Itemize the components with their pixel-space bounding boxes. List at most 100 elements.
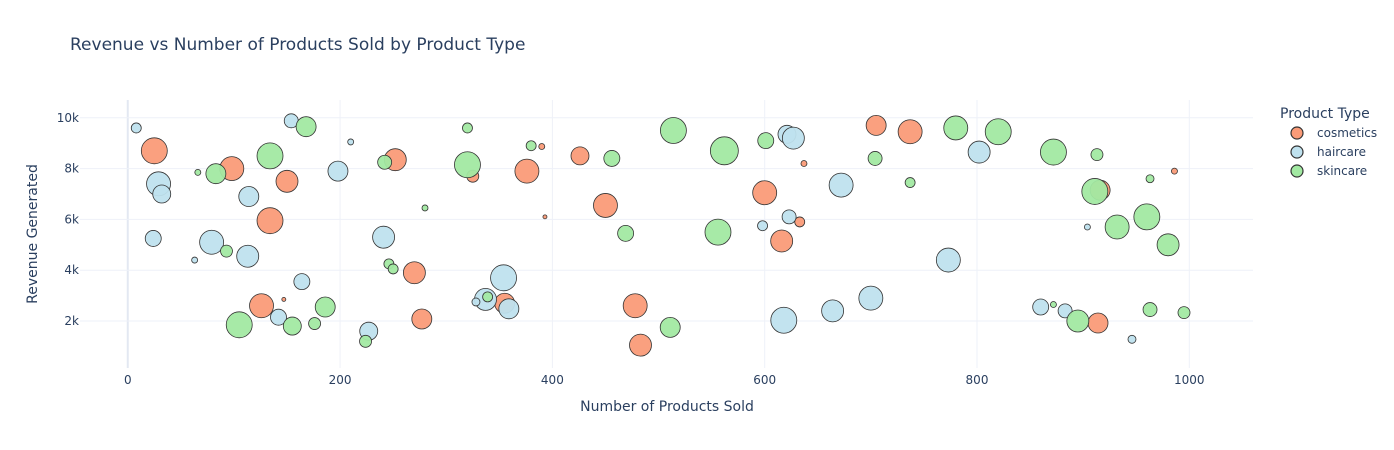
data-point[interactable] [1040,138,1067,166]
data-point[interactable] [194,168,202,176]
legend-item-haircare[interactable]: haircare [1290,145,1366,159]
data-point[interactable] [525,140,537,152]
data-point[interactable] [1066,309,1090,333]
data-point[interactable] [1127,334,1137,344]
data-point[interactable] [1050,301,1057,308]
data-point[interactable] [752,180,778,206]
data-point[interactable] [538,143,546,150]
data-point[interactable] [570,146,590,166]
data-point[interactable] [1090,148,1104,162]
data-point[interactable] [471,297,481,307]
data-point[interactable] [1133,203,1161,231]
data-point[interactable] [770,306,798,334]
data-point[interactable] [542,214,548,220]
data-point[interactable] [144,230,162,247]
y-tick-label: 8k [64,162,79,176]
data-point[interactable] [238,186,260,207]
data-point[interactable] [709,136,739,166]
data-point[interactable] [781,126,805,150]
data-point[interactable] [205,163,227,185]
data-point[interactable] [622,293,648,319]
data-point[interactable] [828,172,854,198]
data-point[interactable] [897,119,923,145]
data-point[interactable] [704,218,732,246]
data-point[interactable] [421,204,429,212]
data-point[interactable] [359,334,372,348]
data-point[interactable] [1171,167,1178,175]
data-point[interactable] [781,209,797,225]
data-point[interactable] [411,308,433,330]
data-point[interactable] [967,140,991,164]
data-point[interactable] [1081,178,1109,205]
data-point[interactable] [867,151,883,166]
y-axis-title: Revenue Generated [25,164,41,304]
data-point[interactable] [314,296,336,318]
data-point[interactable] [943,115,969,141]
data-point[interactable] [904,177,916,188]
data-point[interactable] [1177,306,1191,320]
data-point[interactable] [1032,298,1050,316]
data-point[interactable] [308,317,322,330]
legend-item-skincare[interactable]: skincare [1290,164,1367,178]
y-tick-label: 6k [64,212,79,226]
data-point[interactable] [249,293,274,319]
data-point[interactable] [281,297,287,302]
legend-marker [1290,164,1304,178]
data-point[interactable] [770,229,794,253]
data-point[interactable] [220,244,233,258]
data-point[interactable] [617,224,635,242]
data-point[interactable] [821,299,845,323]
data-point[interactable] [984,118,1012,146]
data-point[interactable] [199,229,225,255]
data-point[interactable] [256,207,284,235]
data-point[interactable] [800,160,808,167]
data-point[interactable] [270,308,287,326]
data-point[interactable] [372,225,396,249]
y-axis-ticks: 2k 4k 6k 8k 10k [57,111,79,328]
data-point[interactable] [275,169,299,193]
data-point[interactable] [236,244,260,268]
data-point[interactable] [152,184,172,204]
data-point[interactable] [794,216,806,228]
data-point[interactable] [935,247,961,273]
data-point[interactable] [1087,312,1109,334]
data-point[interactable] [1104,214,1130,240]
data-point[interactable] [757,220,768,232]
data-point[interactable] [327,160,349,182]
data-point[interactable] [603,150,621,167]
x-tick-label: 400 [541,373,564,387]
data-point[interactable] [482,291,494,303]
data-point[interactable] [130,122,142,134]
data-point[interactable] [1084,223,1091,231]
data-point[interactable] [282,316,302,336]
data-point[interactable] [490,264,517,292]
data-point[interactable] [454,151,481,179]
data-point[interactable] [498,298,520,320]
x-axis-ticks: 0 200 400 600 800 1000 [124,373,1205,387]
data-point[interactable] [1145,174,1155,184]
series-skincare [194,115,1191,348]
data-point[interactable] [256,142,284,170]
x-tick-label: 800 [966,373,989,387]
legend-item-cosmetics[interactable]: cosmetics [1290,126,1377,140]
data-point[interactable] [1142,302,1158,317]
data-point[interactable] [858,285,884,311]
data-point[interactable] [660,117,687,144]
data-point[interactable] [659,316,681,338]
data-point[interactable] [1156,233,1180,257]
data-point[interactable] [757,132,775,150]
data-point[interactable] [593,193,618,218]
data-point[interactable] [387,263,399,275]
data-point[interactable] [377,154,393,170]
data-point[interactable] [514,158,540,184]
data-point[interactable] [191,256,199,264]
data-point[interactable] [629,333,652,357]
data-point[interactable] [295,116,317,138]
data-point[interactable] [462,122,473,134]
data-point[interactable] [140,137,168,165]
data-point[interactable] [225,311,253,339]
data-point[interactable] [402,261,426,285]
data-point[interactable] [865,115,887,136]
data-point[interactable] [293,273,311,291]
data-point[interactable] [347,138,355,146]
